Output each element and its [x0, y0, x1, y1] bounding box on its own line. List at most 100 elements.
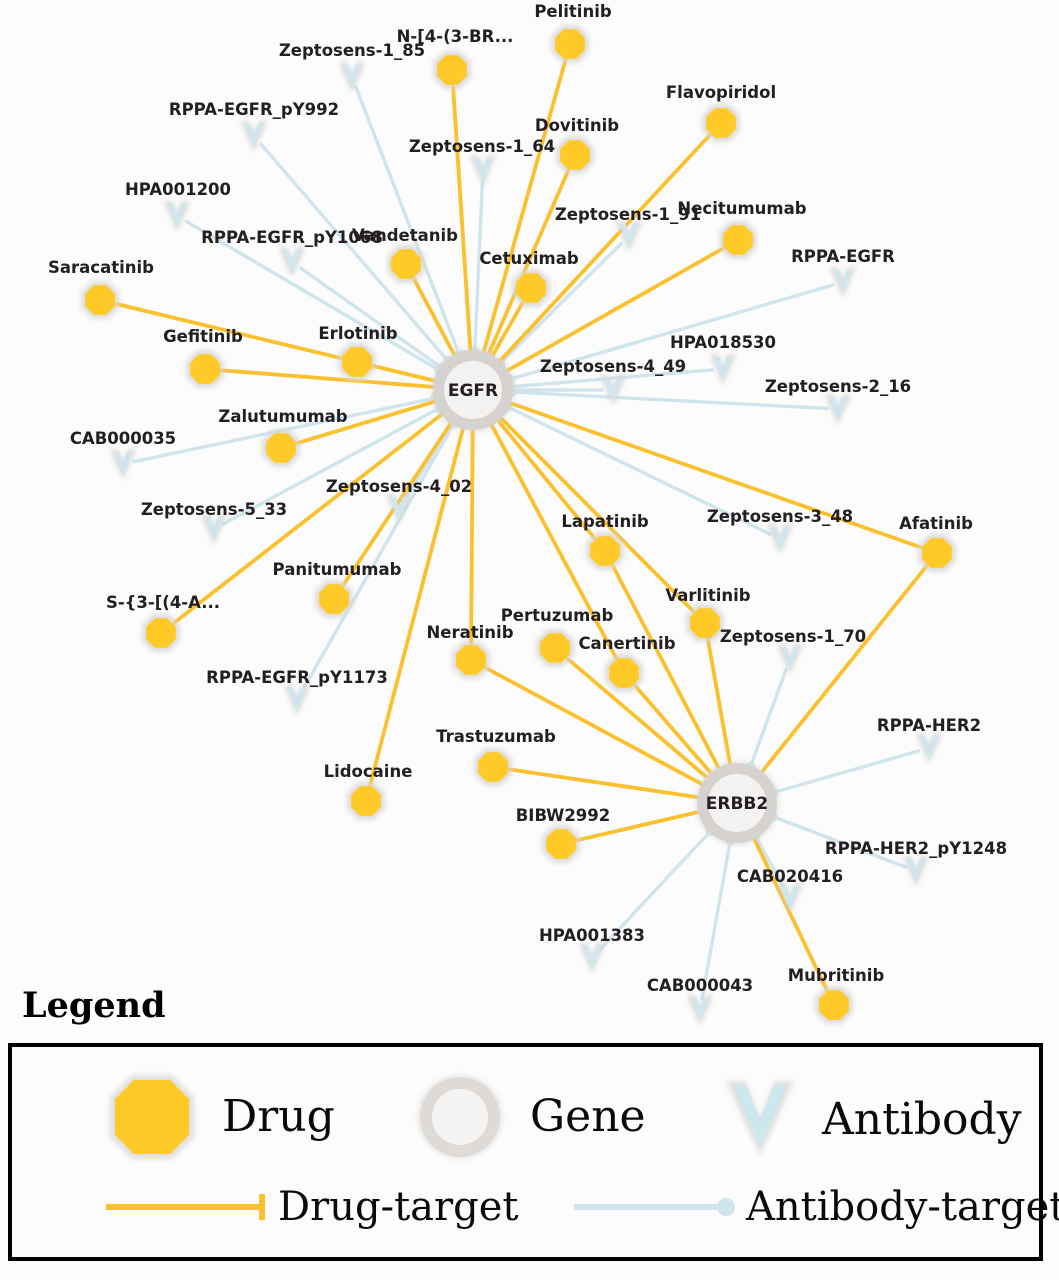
drug-node[interactable] — [142, 614, 180, 652]
drug-target-edge-icon — [106, 1194, 265, 1220]
drug-node[interactable] — [81, 281, 119, 319]
network-canvas[interactable]: Zeptosens-1_85 RPPA-EGFR_pY992 Zeptosens-1… — [0, 0, 1059, 1035]
antibody-node[interactable] — [903, 856, 929, 887]
legend: Legend Drug Gene — [0, 985, 1059, 1280]
drug-node[interactable] — [815, 986, 853, 1024]
drug-node-label: Mubritinib — [788, 966, 885, 985]
legend-node-drug: Drug — [104, 1069, 335, 1165]
antibody-edge — [473, 179, 485, 354]
legend-edge-drug-target: Drug-target — [104, 1187, 518, 1227]
drug-edge — [217, 368, 440, 390]
antibody-edge — [505, 404, 772, 536]
drug-node-label: Pelitinib — [534, 2, 612, 21]
legend-box: Drug Gene Antibody — [8, 1043, 1059, 1261]
antibody-edge — [354, 85, 461, 357]
antibody-node-label: Zeptosens-1_70 — [720, 627, 866, 646]
antibody-node[interactable] — [579, 943, 605, 974]
drug-node[interactable] — [702, 104, 740, 142]
antibody-node-label: RPPA-EGFR_pY992 — [169, 100, 339, 119]
drug-node[interactable] — [556, 136, 594, 174]
antibody-node[interactable] — [201, 514, 227, 545]
antibody-node-label: Zeptosens-4_02 — [326, 477, 472, 496]
drug-node-label: Pertuzumab — [501, 606, 614, 625]
antibody-edge — [509, 368, 714, 389]
drug-icon — [110, 1075, 194, 1159]
legend-node-antibody: Antibody — [712, 1069, 1022, 1171]
canvas-background — [0, 0, 1059, 1035]
drug-node-label: S-{3-[(4-A... — [106, 593, 220, 612]
drug-node[interactable] — [605, 654, 643, 692]
antibody-edge — [498, 242, 623, 366]
antibody-node[interactable] — [710, 354, 736, 385]
antibody-node-label: RPPA-HER2_pY1248 — [825, 839, 1007, 858]
antibody-node[interactable] — [241, 121, 267, 152]
drug-node[interactable] — [452, 641, 490, 679]
drug-edge — [410, 274, 458, 361]
drug-edge — [563, 655, 712, 782]
antibody-edge — [221, 406, 442, 526]
drug-node[interactable] — [536, 629, 574, 667]
drug-node[interactable] — [387, 245, 425, 283]
legend-label-drug: Drug — [222, 1091, 335, 1142]
antibody-node-label: RPPA-EGFR — [791, 247, 895, 266]
antibody-node-label: RPPA-EGFR_pY1068 — [201, 228, 383, 247]
drug-edge — [488, 298, 526, 361]
drug-node[interactable] — [719, 221, 757, 259]
drug-node[interactable] — [551, 25, 589, 63]
legend-label-gene: Gene — [530, 1091, 646, 1142]
drug-node-label: Cetuximab — [479, 249, 579, 268]
antibody-node[interactable] — [767, 524, 793, 555]
drug-edge — [368, 363, 440, 384]
drug-node[interactable] — [512, 269, 550, 307]
antibody-edge — [771, 749, 921, 795]
drug-node[interactable] — [262, 429, 300, 467]
antibody-node[interactable] — [110, 449, 136, 480]
nodes-layer[interactable] — [81, 25, 956, 1026]
antibody-node[interactable] — [284, 685, 310, 716]
antibody-node[interactable] — [616, 221, 642, 252]
drug-node-label: Trastuzumab — [436, 727, 556, 746]
antibody-node-label: CAB000043 — [647, 976, 753, 995]
antibody-node[interactable] — [830, 267, 856, 298]
drug-node[interactable] — [586, 532, 624, 570]
gene-node[interactable] — [695, 761, 779, 845]
drug-node-label: Dovitinib — [535, 116, 619, 135]
antibody-node[interactable] — [164, 201, 190, 232]
drug-node[interactable] — [474, 748, 512, 786]
antibody-node[interactable] — [339, 62, 365, 93]
drug-node[interactable] — [686, 604, 724, 642]
legend-title: Legend — [22, 985, 166, 1026]
gene-node-label: ERBB2 — [706, 794, 768, 814]
drug-node[interactable] — [433, 51, 471, 89]
antibody-node-label: Zeptosens-1_91 — [555, 205, 701, 224]
drug-node[interactable] — [338, 343, 376, 381]
drug-edge — [480, 55, 569, 358]
antibody-edge — [700, 838, 733, 1001]
antibody-node[interactable] — [916, 733, 942, 764]
antibody-node[interactable] — [600, 375, 626, 406]
drug-node[interactable] — [186, 350, 224, 388]
antibody-node-label: RPPA-HER2 — [877, 716, 981, 735]
drug-node[interactable] — [347, 782, 385, 820]
gene-node[interactable] — [431, 348, 515, 432]
drug-node[interactable] — [315, 580, 353, 618]
antibody-node[interactable] — [386, 494, 412, 525]
antibody-edge — [184, 219, 442, 373]
drug-node[interactable] — [918, 534, 956, 572]
antibody-node[interactable] — [470, 155, 496, 186]
drug-edge — [485, 165, 572, 359]
antibody-node-label: Zeptosens-3_48 — [707, 507, 853, 526]
antibody-node[interactable] — [825, 394, 851, 425]
antibody-node[interactable] — [687, 995, 713, 1026]
drug-node[interactable] — [542, 825, 580, 863]
drug-edge — [505, 400, 926, 551]
antibody-node[interactable] — [777, 644, 803, 675]
drug-edge — [493, 415, 599, 543]
antibody-node[interactable] — [777, 883, 803, 914]
drug-edge — [488, 419, 620, 663]
antibody-node-label: Zeptosens-1_85 — [279, 41, 425, 60]
antibody-edge — [300, 421, 456, 693]
drug-edge — [469, 424, 475, 648]
antibody-node[interactable] — [279, 247, 305, 278]
drug-node-label: Zalutumumab — [218, 407, 347, 426]
